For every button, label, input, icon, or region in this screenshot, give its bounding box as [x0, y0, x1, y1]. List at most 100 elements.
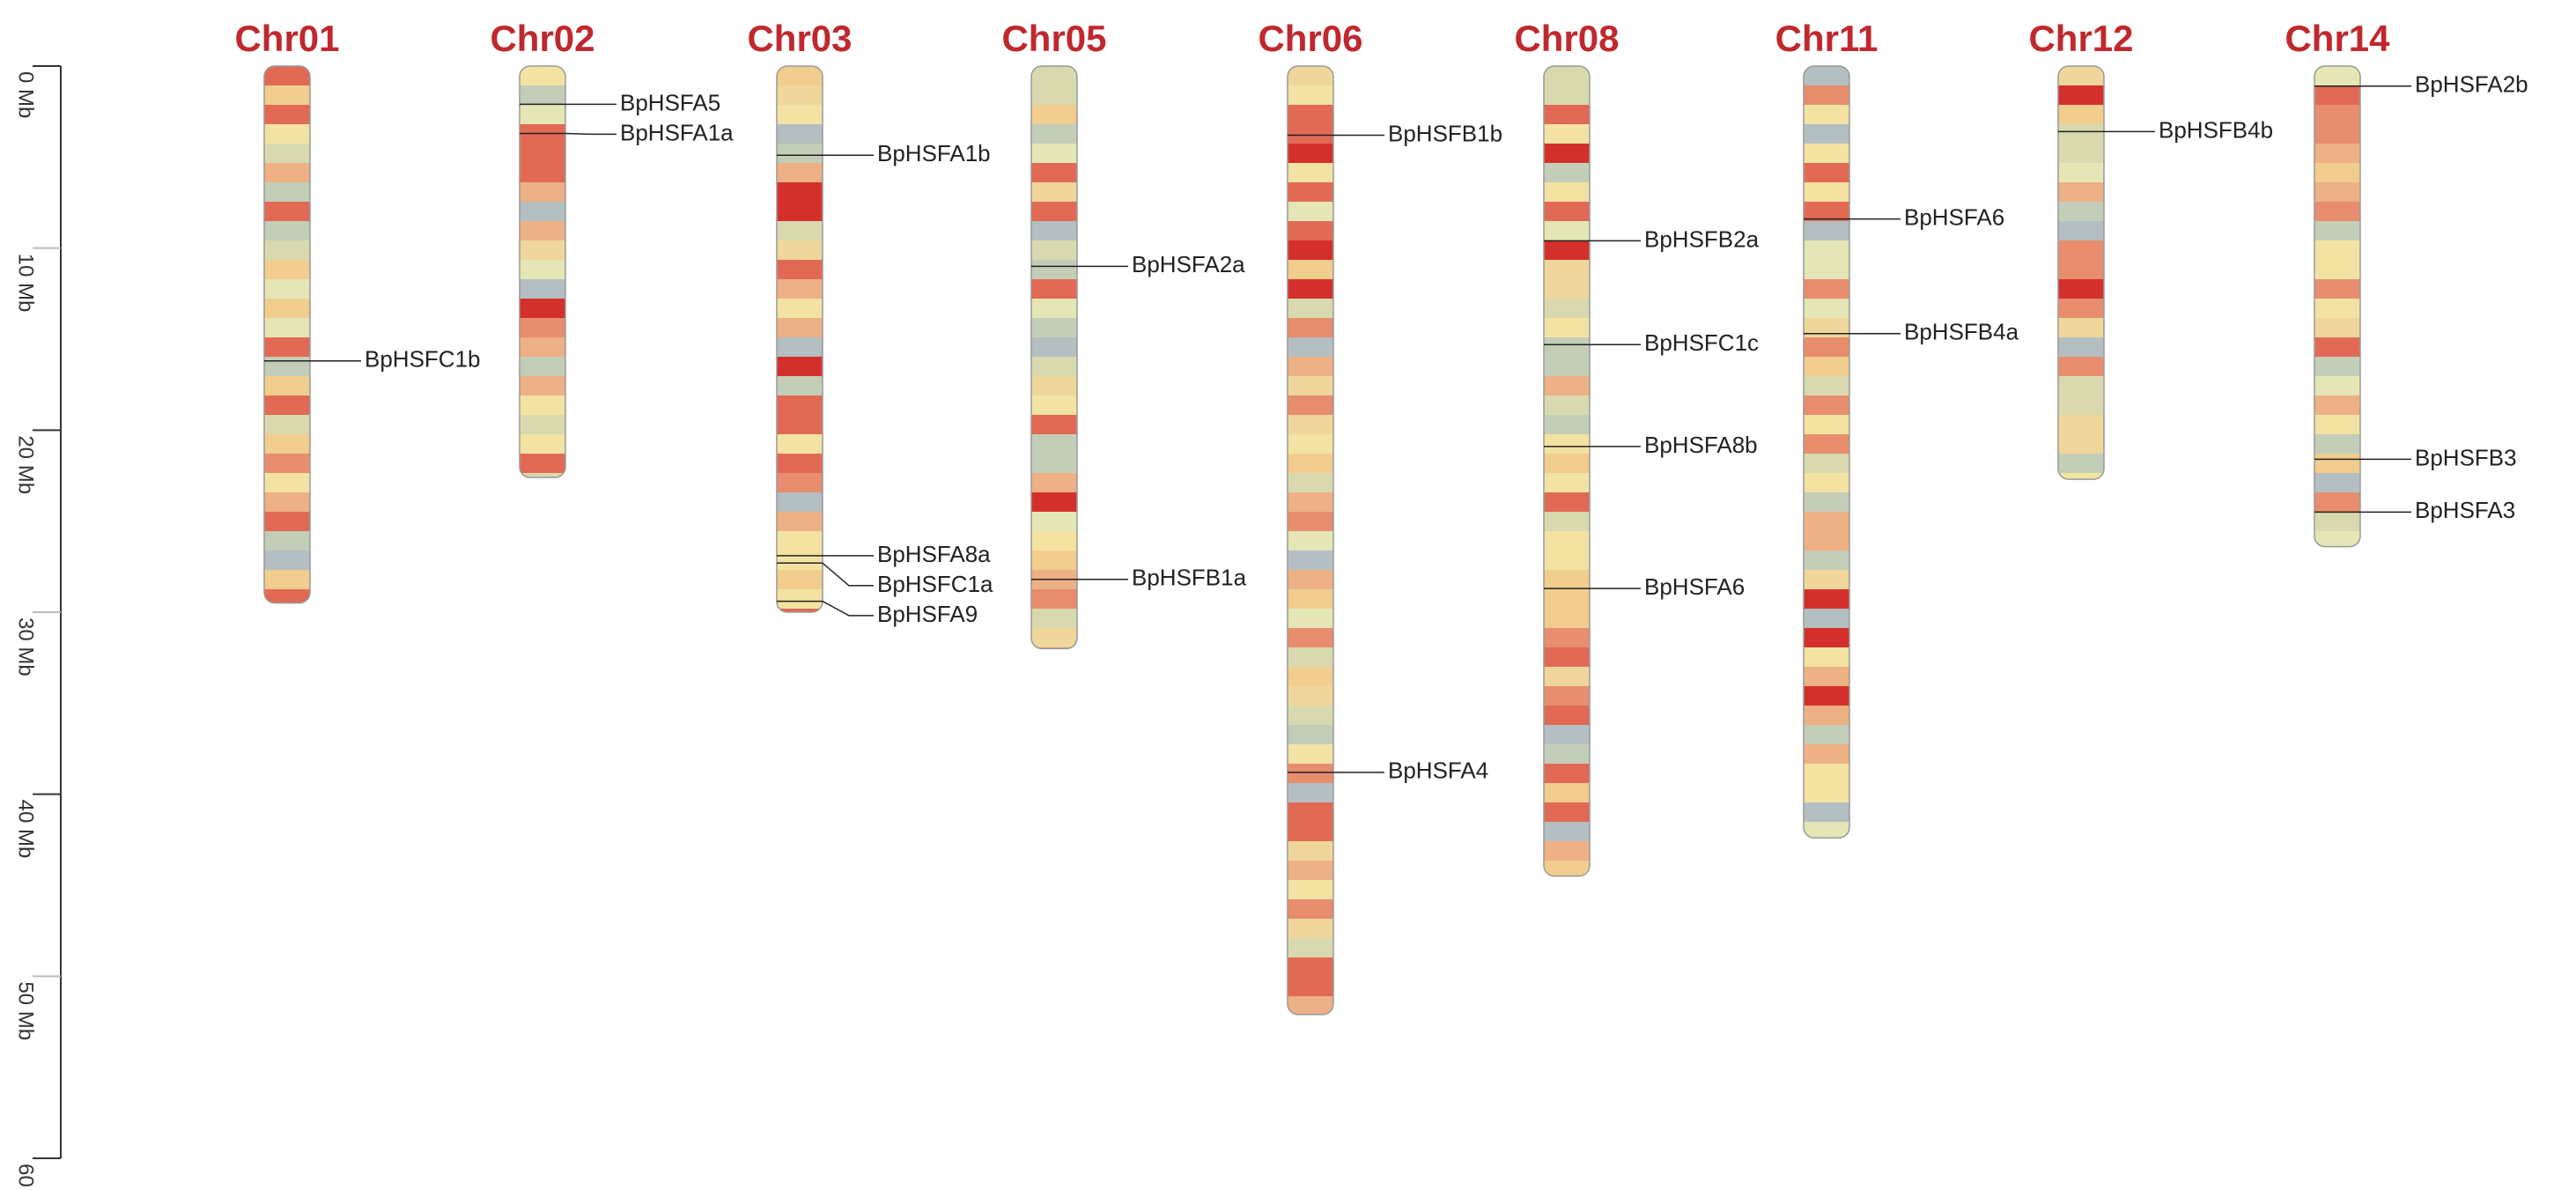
band	[1804, 764, 1849, 784]
chromosome-title: Chr14	[2284, 18, 2390, 59]
band	[2314, 395, 2360, 416]
band	[1288, 221, 1333, 241]
gene-label: BpHSFB4a	[1904, 319, 2019, 345]
band	[264, 124, 310, 144]
band	[1544, 105, 1590, 125]
band	[777, 551, 823, 571]
gene-label: BpHSFA1a	[620, 119, 734, 145]
band	[1031, 628, 1077, 648]
chromosome	[2057, 65, 2105, 480]
band	[2314, 454, 2360, 474]
band	[1544, 182, 1590, 203]
band	[1288, 647, 1333, 668]
gene-label: BpHSFB2a	[1644, 225, 1760, 252]
band	[264, 240, 310, 261]
band	[1031, 512, 1077, 532]
chromosome-title: Chr08	[1514, 18, 1619, 59]
band	[1031, 260, 1077, 280]
band	[1544, 706, 1590, 726]
band	[2314, 260, 2360, 280]
band	[1544, 686, 1590, 706]
band	[1544, 744, 1590, 765]
band	[1288, 337, 1333, 358]
chromosome	[519, 65, 566, 478]
band	[777, 395, 823, 416]
band	[1804, 144, 1849, 164]
band	[1544, 531, 1590, 551]
band	[2058, 124, 2104, 144]
band	[520, 337, 565, 358]
band	[264, 105, 310, 125]
band	[777, 531, 823, 551]
band	[2314, 492, 2360, 513]
band	[1031, 337, 1077, 358]
band	[1288, 434, 1333, 455]
y-tick-label: 0 Mb	[14, 71, 38, 118]
gene-label: BpHSFA8a	[877, 541, 991, 567]
band	[1031, 66, 1077, 86]
band	[520, 357, 565, 377]
band	[1031, 279, 1077, 299]
band	[1288, 880, 1333, 900]
band	[1544, 512, 1590, 532]
band	[2058, 318, 2104, 338]
band	[1804, 376, 1849, 396]
band	[1804, 279, 1849, 299]
band	[1288, 260, 1333, 280]
chromosome-bands	[1031, 66, 1077, 649]
band	[1804, 531, 1849, 551]
chromosome	[2314, 65, 2361, 548]
band	[2314, 376, 2360, 396]
band	[264, 202, 310, 222]
band	[1031, 395, 1077, 416]
band	[1031, 357, 1077, 377]
band	[520, 144, 565, 164]
band	[1544, 551, 1590, 571]
band	[1288, 822, 1333, 842]
band	[1288, 376, 1333, 396]
band	[1288, 163, 1333, 183]
band	[1804, 492, 1849, 513]
band	[1804, 628, 1849, 648]
gene-label: BpHSFC1a	[877, 571, 993, 597]
band	[1288, 473, 1333, 493]
band	[777, 279, 823, 299]
band	[520, 66, 565, 86]
band	[2058, 434, 2104, 455]
band	[264, 85, 310, 106]
band	[1804, 725, 1849, 745]
band	[777, 376, 823, 396]
band	[1544, 802, 1590, 823]
band	[2314, 202, 2360, 222]
band	[1544, 66, 1590, 86]
band	[2314, 434, 2360, 455]
band	[1288, 182, 1333, 203]
band	[1544, 395, 1590, 416]
band	[1544, 473, 1590, 493]
band	[1804, 512, 1849, 532]
band	[520, 473, 565, 478]
band	[1804, 706, 1849, 726]
band	[1288, 764, 1333, 784]
band	[777, 163, 823, 183]
band	[2058, 260, 2104, 280]
band	[2058, 240, 2104, 261]
band	[1288, 124, 1333, 144]
band	[1544, 454, 1590, 474]
band	[264, 182, 310, 203]
band	[1544, 240, 1590, 261]
band	[520, 202, 565, 222]
band	[2058, 105, 2104, 125]
chromosome-title: Chr06	[1258, 18, 1362, 59]
band	[1544, 861, 1590, 876]
band	[1031, 609, 1077, 629]
chromosome	[1543, 65, 1591, 877]
band	[2314, 299, 2360, 319]
band	[1804, 415, 1849, 435]
band	[2314, 357, 2360, 377]
band	[1031, 240, 1077, 261]
band	[1031, 376, 1077, 396]
band	[2314, 279, 2360, 299]
band	[2314, 105, 2360, 125]
gene-label: BpHSFA6	[1904, 203, 2004, 230]
